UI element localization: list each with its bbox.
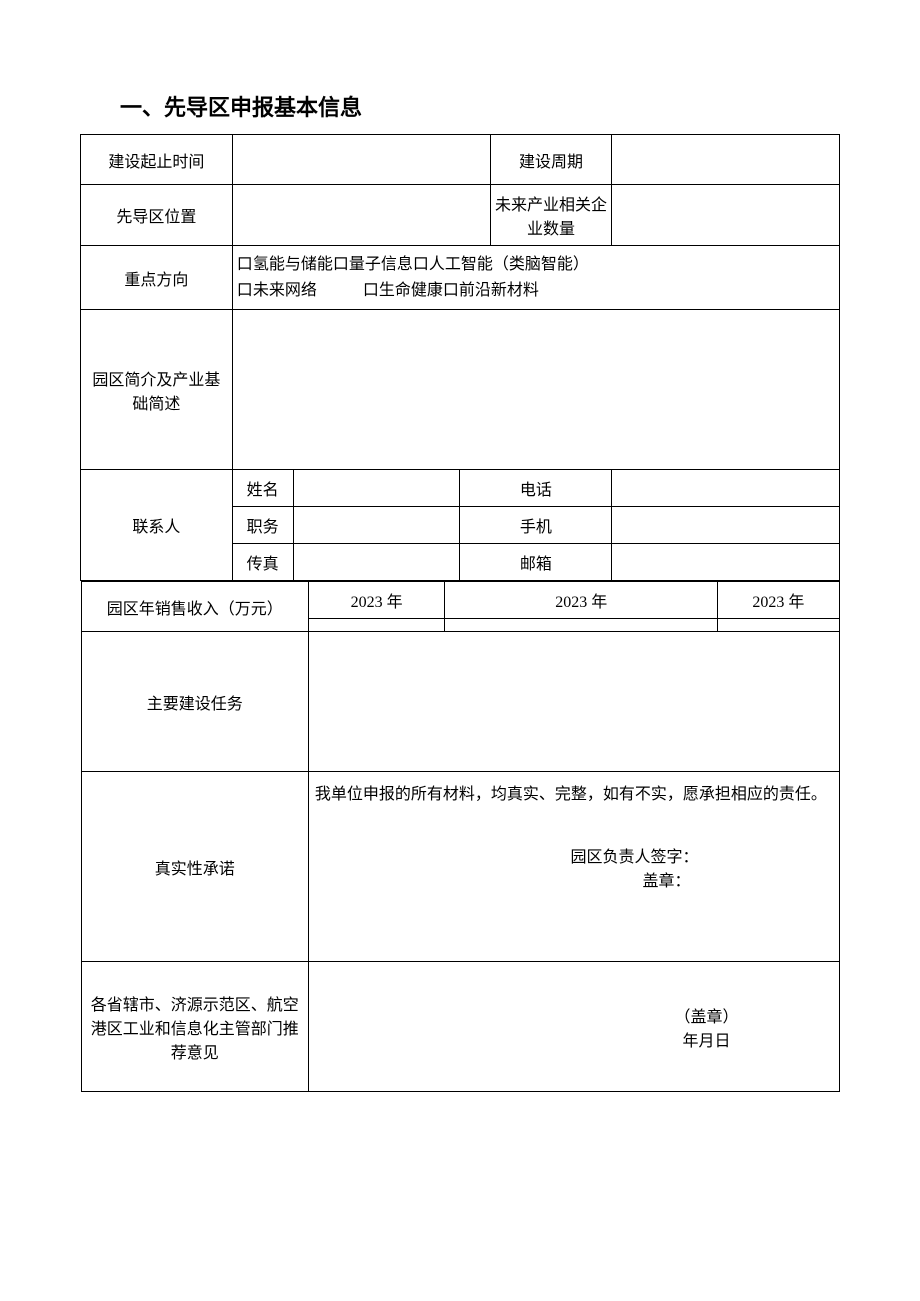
value-build-period[interactable]	[612, 135, 840, 185]
option-quantum: 量子信息	[349, 256, 413, 273]
option-materials: 前沿新材料	[459, 282, 539, 299]
row-focus-direction: 重点方向 口氢能与储能口量子信息口人工智能（类脑智能） 口未来网络口生命健康口前…	[81, 246, 840, 310]
seal-label: 盖章：	[570, 867, 698, 891]
label-main-tasks: 主要建设任务	[81, 632, 308, 772]
checkbox-icon[interactable]: 口	[237, 252, 253, 278]
label-mobile: 手机	[460, 507, 612, 544]
label-annual-sales: 园区年销售收入（万元）	[81, 582, 308, 632]
application-form-table: 建设起止时间 建设周期 先导区位置 未来产业相关企业数量 重点方向 口氢能与储能…	[80, 134, 840, 1092]
label-contact: 联系人	[81, 470, 233, 581]
label-authenticity: 真实性承诺	[81, 772, 308, 962]
label-build-period: 建设周期	[490, 135, 611, 185]
checkbox-icon[interactable]: 口	[413, 252, 429, 278]
recommendation-date: 年月日	[674, 1027, 738, 1051]
section-heading: 一、先导区申报基本信息	[80, 90, 840, 122]
label-recommendation: 各省辖市、济源示范区、航空港区工业和信息化主管部门推荐意见	[81, 962, 308, 1092]
label-enterprise-count: 未来产业相关企业数量	[490, 185, 611, 246]
value-sales-y1[interactable]	[308, 619, 444, 632]
year-header-2: 2023 年	[445, 582, 718, 619]
recommendation-seal: （盖章）	[674, 1003, 738, 1027]
value-position[interactable]	[293, 507, 460, 544]
value-location[interactable]	[232, 185, 490, 246]
option-hydrogen: 氢能与储能	[253, 256, 333, 273]
row-overview: 园区简介及产业基础简述	[81, 310, 840, 470]
value-name[interactable]	[293, 470, 460, 507]
promise-cell: 我单位申报的所有材料，均真实、完整，如有不实，愿承担相应的责任。 园区负责人签字…	[308, 772, 839, 962]
value-enterprise-count[interactable]	[612, 185, 840, 246]
label-phone: 电话	[460, 470, 612, 507]
value-main-tasks[interactable]	[308, 632, 839, 772]
row-sales-header: 园区年销售收入（万元） 2023 年 2023 年 2023 年 主要建设任务 …	[81, 581, 840, 1093]
value-fax[interactable]	[293, 544, 460, 581]
promise-statement: 我单位申报的所有材料，均真实、完整，如有不实，愿承担相应的责任。	[315, 780, 833, 804]
label-location: 先导区位置	[81, 185, 233, 246]
year-header-3: 2023 年	[718, 582, 839, 619]
label-overview: 园区简介及产业基础简述	[81, 310, 233, 470]
option-health: 生命健康	[379, 282, 443, 299]
value-phone[interactable]	[612, 470, 840, 507]
year-header-1: 2023 年	[308, 582, 444, 619]
value-sales-y2[interactable]	[445, 619, 718, 632]
sign-label: 园区负责人签字：	[570, 843, 698, 867]
option-ai: 人工智能（类脑智能）	[429, 256, 589, 273]
checkbox-icon[interactable]: 口	[443, 278, 459, 304]
checkbox-icon[interactable]: 口	[363, 278, 379, 304]
recommendation-cell: （盖章） 年月日	[308, 962, 839, 1092]
value-overview[interactable]	[232, 310, 839, 470]
row-location: 先导区位置 未来产业相关企业数量	[81, 185, 840, 246]
label-build-time: 建设起止时间	[81, 135, 233, 185]
label-email: 邮箱	[460, 544, 612, 581]
value-focus-direction[interactable]: 口氢能与储能口量子信息口人工智能（类脑智能） 口未来网络口生命健康口前沿新材料	[232, 246, 839, 310]
label-position: 职务	[232, 507, 293, 544]
value-email[interactable]	[612, 544, 840, 581]
checkbox-icon[interactable]: 口	[333, 252, 349, 278]
label-focus-direction: 重点方向	[81, 246, 233, 310]
checkbox-icon[interactable]: 口	[237, 278, 253, 304]
row-contact-1: 联系人 姓名 电话	[81, 470, 840, 507]
value-mobile[interactable]	[612, 507, 840, 544]
row-build-time: 建设起止时间 建设周期	[81, 135, 840, 185]
label-name: 姓名	[232, 470, 293, 507]
value-sales-y3[interactable]	[718, 619, 839, 632]
value-build-time[interactable]	[232, 135, 490, 185]
label-fax: 传真	[232, 544, 293, 581]
option-network: 未来网络	[253, 282, 317, 299]
